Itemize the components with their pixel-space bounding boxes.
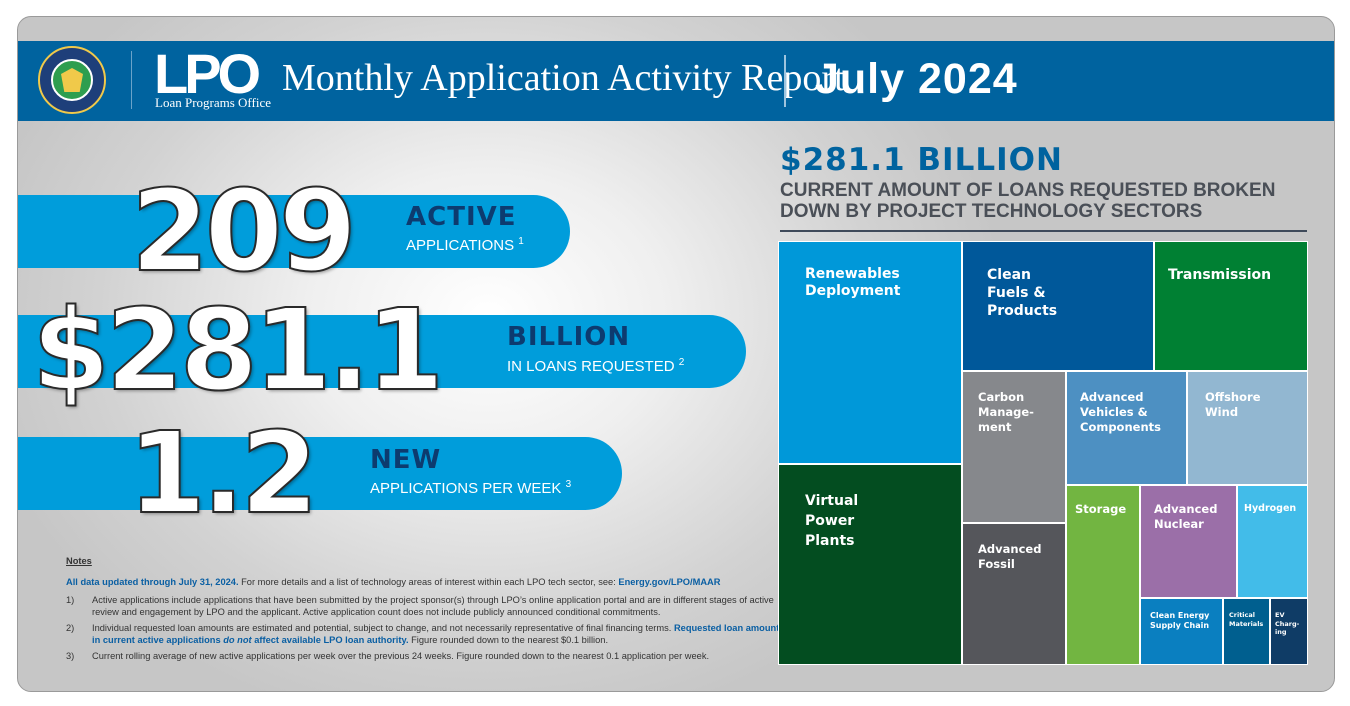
tile-virtual-power-plants: Virtual Power Plants [778,464,962,665]
stat-new-number: 1.2 [127,408,319,540]
stat-active-number: 209 [130,166,358,298]
header-divider [784,55,786,107]
note-item-1: 1) Active applications include applicati… [66,595,774,617]
footnote-ref-1: 1 [518,236,524,247]
tile-advanced-vehicles: Advanced Vehicles & Components [1066,371,1187,485]
maar-link[interactable]: Energy.gov/LPO/MAAR [618,577,721,587]
treemap-amount: $281.1 BILLION [780,142,1063,178]
logo-divider [131,51,132,109]
tile-renewables-deployment: Renewables Deployment [778,241,962,464]
notes-intro: All data updated through July 31, 2024. … [66,577,721,587]
stat-new-label: APPLICATIONS PER WEEK 3 [370,479,572,497]
treemap-subtitle: CURRENT AMOUNT OF LOANS REQUESTED BROKEN… [780,180,1276,222]
stat-active-heading: ACTIVE [406,202,517,232]
treemap-divider [780,230,1307,232]
stat-new-heading: NEW [370,445,442,475]
tile-advanced-nuclear: Advanced Nuclear [1140,485,1237,598]
tile-storage: Storage [1066,485,1140,665]
report-period: July 2024 [815,55,1018,103]
sector-treemap: Renewables Deployment Clean Fuels & Prod… [778,241,1308,665]
notes-heading: Notes [66,556,92,566]
notes-section: Notes All data updated through July 31, … [66,555,786,666]
stat-loans-label: IN LOANS REQUESTED 2 [507,357,685,375]
tile-clean-energy-supply-chain: Clean Energy Supply Chain [1140,598,1223,665]
doe-seal-icon [38,46,106,114]
stat-loans-heading: BILLION [507,322,631,352]
tile-clean-fuels: Clean Fuels & Products [962,241,1154,371]
footnote-ref-2: 2 [678,357,685,368]
stat-loans-number: $281.1 [31,285,445,417]
report-title: Monthly Application Activity Report [282,57,845,99]
tile-hydrogen: Hydrogen [1237,485,1308,598]
lpo-logo-subtext: Loan Programs Office [155,95,272,110]
report-frame: LPO Loan Programs Office Monthly Applica… [17,16,1335,692]
header-banner: LPO Loan Programs Office Monthly Applica… [18,41,1334,121]
note-item-2: 2) Individual requested loan amounts are… [66,623,785,645]
tile-offshore-wind: Offshore Wind [1187,371,1308,485]
stat-loans-band [18,315,746,388]
stat-active-label: APPLICATIONS 1 [406,236,524,254]
tile-critical-materials: Critical Materials [1223,598,1270,665]
note-item-3: 3) Current rolling average of new active… [66,651,710,661]
stat-active-band [18,195,570,268]
footnote-ref-3: 3 [565,479,572,490]
tile-carbon-management: Carbon Manage- ment [962,371,1066,523]
tile-ev-charging: EV Charg- ing [1270,598,1308,665]
lpo-logo: LPO [154,42,261,105]
stat-new-band [18,437,622,510]
tile-transmission: Transmission [1154,241,1308,371]
tile-advanced-fossil: Advanced Fossil [962,523,1066,665]
